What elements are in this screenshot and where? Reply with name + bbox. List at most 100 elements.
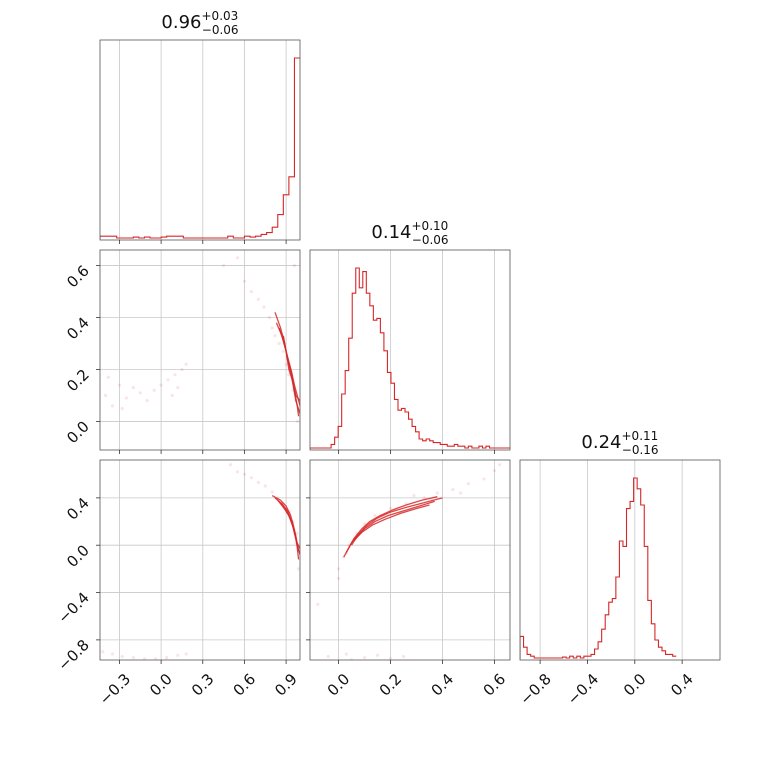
tick-label-x: 0.0: [324, 670, 354, 700]
tick-label-x: 0.2: [376, 670, 406, 700]
sample-point: [482, 477, 486, 481]
sample-point: [412, 493, 416, 498]
sample-point: [110, 652, 115, 656]
tick-label-x: 0.6: [230, 670, 260, 700]
panel-background: [520, 460, 720, 660]
contour-lines: [271, 494, 300, 560]
panel-frame: [309, 249, 511, 451]
sample-point: [142, 657, 147, 660]
sample-point: [249, 476, 253, 480]
sample-point: [110, 404, 115, 408]
sample-point: [117, 383, 122, 387]
histogram-steps-1: [100, 57, 300, 239]
tick-label-x: 0.6: [480, 670, 510, 700]
sample-point: [422, 496, 426, 500]
title-median: 0.96: [161, 12, 201, 33]
contour-lines: [274, 312, 300, 417]
panel-frame: [99, 249, 301, 451]
panel-frame: [99, 39, 301, 241]
sample-point: [388, 657, 393, 660]
sample-point: [273, 334, 277, 338]
tick-label-x: 0.0: [620, 670, 650, 700]
contour-line: [282, 335, 300, 402]
tick-label-x: 0.0: [146, 670, 176, 700]
sample-point: [184, 362, 188, 366]
sample-point: [249, 289, 253, 294]
sample-point: [466, 482, 471, 486]
sample-point: [170, 393, 174, 398]
histogram-panel-3: 0.24+0.11 −0.16: [519, 429, 721, 661]
sample-point: [176, 386, 180, 390]
sample-point: [295, 531, 299, 535]
sample-point: [103, 393, 108, 398]
sample-point: [131, 386, 135, 390]
sample-point: [153, 657, 158, 660]
panel-frame: [99, 459, 301, 661]
sample-point: [284, 362, 288, 366]
sample-point: [120, 406, 124, 411]
tick-label-y: 0.2: [63, 366, 93, 396]
tick-label-y: 0.4: [63, 494, 93, 524]
sample-point: [166, 378, 170, 382]
tick-label-x: 0.4: [428, 670, 458, 700]
sample-point: [435, 491, 439, 495]
sample-point: [375, 653, 380, 657]
panel-frame: [309, 459, 511, 661]
sample-point: [281, 349, 285, 353]
sample-point: [176, 653, 180, 657]
parameter-title-1: 0.96+0.03 −0.06: [161, 9, 238, 37]
tick-label-x: −0.8: [516, 670, 554, 708]
sample-point: [242, 279, 247, 283]
sample-point: [159, 383, 163, 387]
sample-point: [344, 652, 348, 656]
scatter-panel-p1_p2: [309, 459, 511, 661]
sample-point: [165, 656, 169, 660]
tick-label-y: −0.8: [54, 636, 92, 674]
title-plus-error: +0.03: [202, 9, 239, 23]
sample-point: [336, 576, 341, 580]
tick-label-y: −0.4: [54, 589, 92, 627]
sample-point: [388, 506, 393, 511]
sample-point: [106, 375, 110, 379]
sample-point: [228, 463, 233, 467]
sample-point: [270, 490, 274, 494]
scatter-panel-p0_p2: [99, 459, 301, 661]
sample-point: [173, 373, 177, 377]
title-plus-error: +0.11: [622, 429, 659, 443]
sample-point: [180, 367, 184, 372]
title-median: 0.24: [581, 432, 621, 453]
contour-line: [353, 504, 430, 541]
sample-point: [362, 656, 367, 660]
sample-point: [184, 652, 188, 656]
histogram-panel-2: 0.14+0.10 −0.06: [309, 219, 511, 451]
sample-point: [373, 514, 377, 518]
contour-line: [278, 327, 300, 407]
sample-point: [145, 399, 149, 403]
sample-point: [297, 567, 300, 571]
sample-point: [292, 263, 297, 268]
sample-point: [235, 470, 240, 474]
tick-label-x: 0.9: [271, 670, 301, 700]
sample-point: [263, 484, 267, 488]
tick-label-y: 0.0: [63, 541, 93, 571]
contour-lines: [343, 496, 443, 558]
title-minus-error: −0.06: [412, 233, 449, 247]
sample-point: [124, 396, 128, 400]
histogram-steps-3: [520, 477, 677, 659]
tick-label-x: 0.3: [188, 670, 218, 700]
tick-label-x: −0.4: [564, 670, 602, 708]
title-plus-error: +0.10: [412, 219, 449, 233]
sample-point: [401, 654, 406, 659]
sample-point: [256, 480, 260, 485]
sample-point: [138, 391, 142, 395]
tick-label-x: 0.4: [667, 670, 697, 700]
title-median: 0.14: [371, 222, 411, 243]
sample-point: [295, 419, 299, 424]
sample-point: [316, 602, 320, 606]
sample-point: [131, 656, 135, 660]
tick-label-x: −0.3: [96, 670, 134, 708]
sample-point: [242, 472, 247, 476]
panel-background: [100, 250, 300, 450]
sample-point: [270, 326, 274, 330]
